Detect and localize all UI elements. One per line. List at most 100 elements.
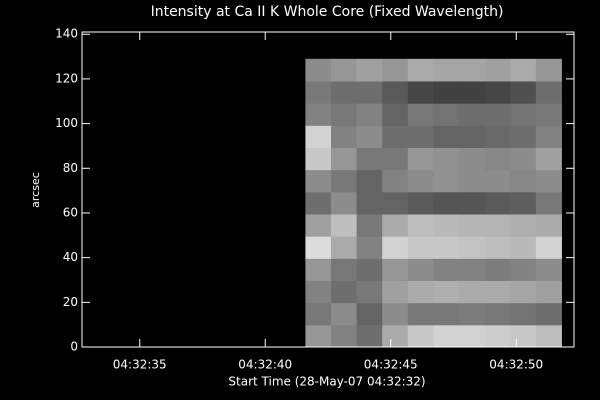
heatmap-cell: [459, 169, 486, 193]
heatmap-cell: [510, 280, 537, 304]
heatmap-cell: [382, 169, 409, 193]
heatmap-cell: [407, 258, 434, 281]
heatmap-cell: [407, 302, 434, 326]
y-tick-label: 100: [55, 116, 78, 130]
heatmap-cell: [459, 280, 486, 304]
heatmap-cell: [356, 280, 383, 304]
y-tick-label: 80: [63, 161, 78, 175]
heatmap-cell: [382, 147, 409, 171]
heatmap-cell: [356, 302, 383, 326]
heatmap-cell: [305, 58, 332, 82]
plot-frame: [81, 31, 575, 348]
heatmap-cell: [535, 80, 562, 104]
heatmap-cell: [356, 324, 383, 348]
heatmap-cell: [407, 125, 434, 148]
heatmap-cell: [484, 125, 511, 148]
heatmap-cell: [407, 103, 434, 126]
heatmap-cell: [535, 58, 562, 82]
heatmap-cell: [331, 213, 358, 237]
heatmap-cell: [305, 169, 332, 193]
heatmap-cell: [331, 58, 358, 82]
heatmap-cell: [433, 324, 460, 348]
heatmap-cell: [510, 258, 537, 281]
x-tick-label: 04:32:50: [489, 358, 543, 372]
x-tick-label: 04:32:40: [238, 358, 292, 372]
heatmap-cell: [356, 103, 383, 126]
heatmap-cell: [331, 258, 358, 281]
heatmap-cell: [407, 191, 434, 215]
heatmap-cell: [535, 324, 562, 348]
heatmap-cell: [535, 147, 562, 171]
heatmap-cell: [484, 58, 511, 82]
heatmap-cell: [459, 236, 486, 259]
heatmap-cell: [382, 324, 409, 348]
heatmap-cell: [331, 103, 358, 126]
heatmap-cell: [356, 236, 383, 259]
heatmap-cell: [433, 258, 460, 281]
heatmap-cell: [484, 324, 511, 348]
heatmap-cell: [433, 191, 460, 215]
heatmap-cell: [433, 103, 460, 126]
heatmap-cell: [459, 103, 486, 126]
heatmap-cell: [356, 125, 383, 148]
heatmap-cell: [382, 302, 409, 326]
heatmap-cell: [433, 213, 460, 237]
heatmap-cell: [459, 213, 486, 237]
y-tick-label: 60: [63, 205, 78, 219]
heatmap-cell: [305, 258, 332, 281]
heatmap-cell: [510, 191, 537, 215]
heatmap-cell: [510, 324, 537, 348]
heatmap-cell: [484, 169, 511, 193]
heatmap-cell: [484, 80, 511, 104]
heatmap-cell: [356, 80, 383, 104]
heatmap-cell: [510, 236, 537, 259]
heatmap-cell: [510, 80, 537, 104]
heatmap-cell: [510, 302, 537, 326]
heatmap-cell: [484, 280, 511, 304]
heatmap-cell: [407, 324, 434, 348]
heatmap-cell: [433, 147, 460, 171]
heatmap-cell: [535, 258, 562, 281]
heatmap-cell: [331, 236, 358, 259]
heatmap-cell: [433, 125, 460, 148]
heatmap-cell: [331, 191, 358, 215]
heatmap-cell: [535, 280, 562, 304]
heatmap-cell: [510, 147, 537, 171]
heatmap-cell: [459, 58, 486, 82]
x-tick-label: 04:32:35: [113, 358, 167, 372]
heatmap-cell: [305, 191, 332, 215]
heatmap-cell: [484, 103, 511, 126]
heatmap-cell: [407, 169, 434, 193]
heatmap-cell: [433, 236, 460, 259]
heatmap-cell: [510, 169, 537, 193]
heatmap-cell: [407, 58, 434, 82]
heatmap-cell: [484, 302, 511, 326]
heatmap-cell: [305, 147, 332, 171]
heatmap-cell: [407, 236, 434, 259]
heatmap-cell: [484, 236, 511, 259]
heatmap-cell: [356, 147, 383, 171]
heatmap-cell: [459, 191, 486, 215]
heatmap-cell: [484, 258, 511, 281]
heatmap-cell: [407, 213, 434, 237]
heatmap-cell: [535, 302, 562, 326]
heatmap-cell: [305, 125, 332, 148]
heatmap-cell: [356, 191, 383, 215]
heatmap-cell: [510, 58, 537, 82]
heatmap-cell: [305, 213, 332, 237]
heatmap-cell: [433, 80, 460, 104]
x-tick-label: 04:32:45: [364, 358, 418, 372]
heatmap-cell: [382, 80, 409, 104]
heatmap-cell: [535, 125, 562, 148]
heatmap-cell: [407, 80, 434, 104]
heatmap-cell: [382, 58, 409, 82]
y-tick-label: 140: [55, 27, 78, 41]
heatmap-cell: [459, 147, 486, 171]
heatmap-cell: [407, 280, 434, 304]
heatmap-cell: [535, 103, 562, 126]
heatmap-cell: [305, 103, 332, 126]
heatmap-cell: [305, 302, 332, 326]
heatmap-cell: [356, 213, 383, 237]
heatmap-cell: [331, 324, 358, 348]
heatmap-cell: [356, 58, 383, 82]
